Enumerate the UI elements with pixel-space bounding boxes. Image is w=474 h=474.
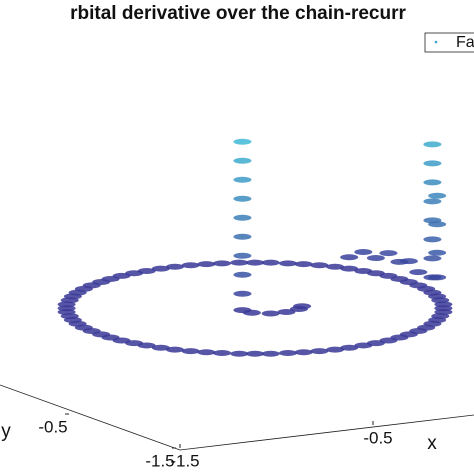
point [326,346,345,353]
point [423,198,442,205]
point [137,267,156,274]
point [294,349,313,356]
point [261,350,280,357]
point [423,255,442,262]
point [278,350,297,357]
point [246,259,264,266]
point [151,344,170,351]
point [428,249,447,256]
point [233,176,252,183]
point [409,269,428,276]
point [277,309,296,315]
point [310,348,329,355]
point [197,349,216,356]
point [230,259,249,266]
point [434,301,453,308]
point [340,254,359,261]
point [242,309,261,316]
point [294,261,313,268]
point [354,342,373,349]
point [423,141,442,148]
axis-line [0,384,181,451]
x-tick-label: -0.5 [363,428,392,447]
point [428,274,447,281]
point [379,250,398,257]
point [310,262,329,269]
x-tick-label: -1.5 [170,451,199,470]
point [261,310,280,317]
point [233,138,252,145]
point [165,263,184,270]
point [233,290,252,297]
x-axis-label: x [427,433,437,454]
point [428,192,447,199]
point [165,346,184,353]
y-tick-label: -0.5 [38,417,67,436]
point [233,271,252,278]
point [213,260,232,267]
point [233,195,252,202]
point [293,303,312,310]
point [230,350,249,357]
y-axis-label: y [1,421,11,442]
point [181,348,200,355]
point [213,350,232,357]
point [233,252,252,259]
axis-line [179,414,474,451]
point [246,350,264,357]
point [340,344,359,351]
point [233,233,252,240]
point [399,258,418,265]
point [197,261,216,268]
legend-box [424,32,474,53]
point [340,265,359,272]
point [233,214,252,221]
point [261,259,280,266]
point [181,262,200,269]
y-tick-label: -1.5 [145,451,174,470]
point [233,157,252,164]
point [354,248,373,255]
point [423,160,442,167]
legend-marker [434,40,438,44]
chart-title: rbital derivative over the chain-recurr [70,3,406,24]
point [428,221,447,228]
point [151,265,170,272]
point [366,255,385,262]
point [278,260,297,267]
point [326,263,345,270]
legend-label: Fa [456,34,474,51]
point [423,179,442,186]
point [423,236,442,243]
